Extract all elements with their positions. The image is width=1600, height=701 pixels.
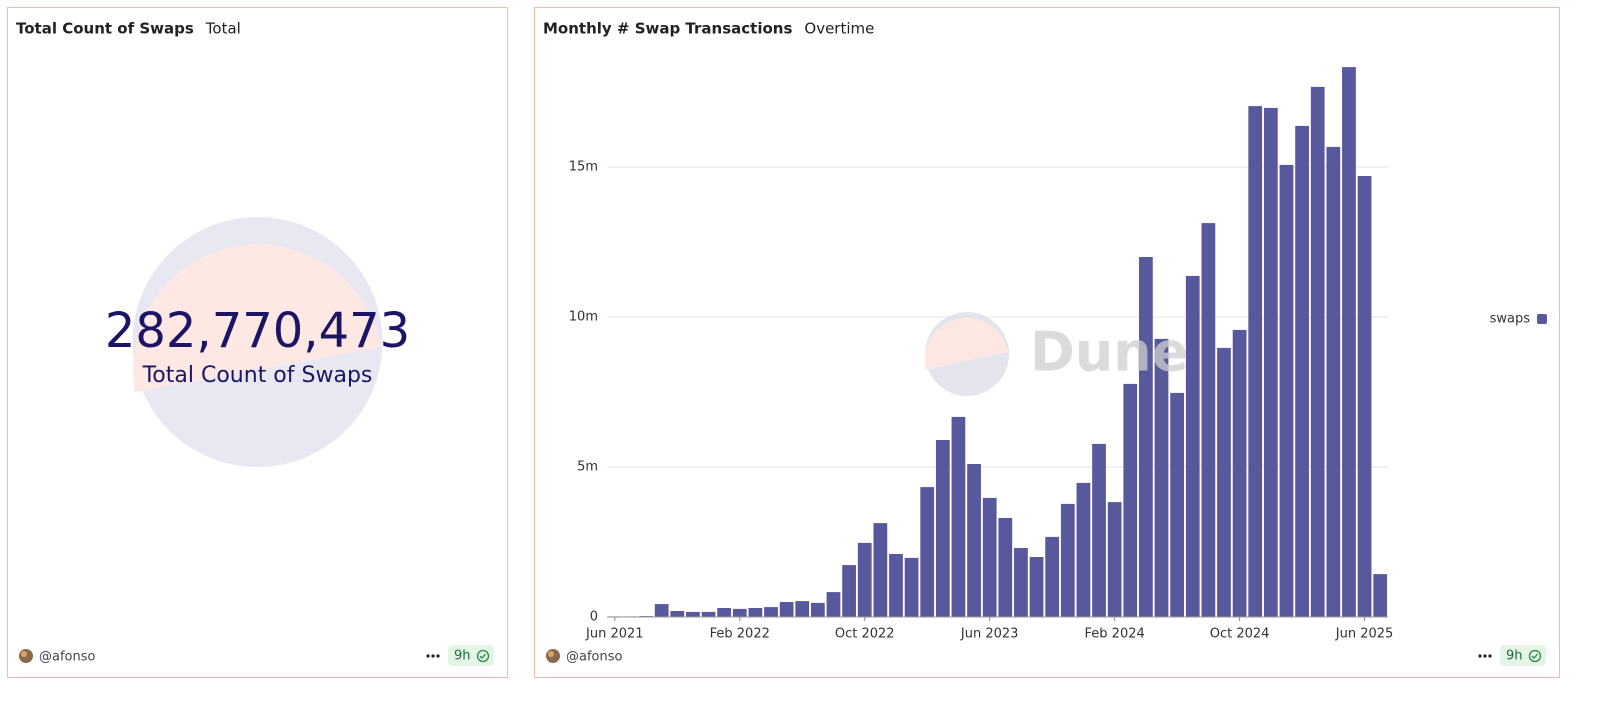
bar: [1279, 164, 1294, 617]
bar: [1310, 86, 1325, 617]
x-tick-label: Jun 2021: [585, 627, 644, 642]
bar: [1029, 557, 1044, 617]
author: @afonso: [566, 650, 623, 665]
watermark: Dune: [924, 312, 1188, 396]
bar: [873, 523, 888, 617]
check-icon: [1531, 653, 1538, 659]
bar: [1248, 106, 1263, 617]
age: 9h: [454, 649, 471, 664]
x-tick-label: Oct 2022: [835, 627, 895, 642]
bar: [810, 602, 825, 617]
bar: [1357, 176, 1372, 617]
panel-title: Monthly # Swap Transactions: [543, 20, 792, 38]
check-icon: [479, 653, 486, 659]
bar: [1217, 347, 1231, 617]
bar: [842, 565, 856, 617]
bar: [1295, 125, 1309, 618]
bar: [982, 497, 997, 617]
bar: [826, 592, 841, 617]
x-tick-label: Oct 2024: [1210, 627, 1270, 642]
counter-value: 282,770,473: [105, 303, 410, 359]
bar: [701, 611, 716, 617]
panel-subtitle: Total: [205, 20, 241, 38]
bar: [1045, 536, 1060, 617]
legend-swatch[interactable]: [1537, 314, 1547, 324]
bar: [1123, 383, 1138, 617]
check-icon: [1528, 649, 1542, 663]
bar: [1060, 503, 1075, 617]
age: 9h: [1506, 649, 1523, 664]
more-menu[interactable]: [1483, 654, 1487, 658]
avatar: [21, 651, 27, 657]
avatar: [548, 651, 554, 657]
bar: [1185, 275, 1200, 617]
bar: [1232, 329, 1247, 617]
bar: [686, 611, 700, 617]
more-menu[interactable]: [431, 654, 435, 658]
bar: [717, 608, 732, 617]
more-menu[interactable]: [426, 654, 430, 658]
bar: [1201, 223, 1216, 617]
panel-title: Total Count of Swaps: [16, 20, 194, 38]
bar: [764, 607, 778, 617]
bar: [951, 416, 966, 617]
more-menu[interactable]: [1488, 654, 1492, 658]
bar: [920, 487, 935, 617]
bar: [1170, 392, 1185, 617]
bar: [748, 608, 763, 617]
author: @afonso: [39, 650, 96, 665]
x-tick-label: Jun 2023: [960, 627, 1019, 642]
bar: [1326, 146, 1341, 617]
bar: [732, 608, 747, 617]
watermark-text: Dune: [1030, 321, 1188, 384]
x-tick-label: Jun 2025: [1335, 627, 1394, 642]
check-icon: [476, 649, 490, 663]
bar: [1107, 502, 1122, 617]
bar: [1373, 574, 1388, 617]
bar: [1092, 443, 1106, 617]
x-tick-label: Feb 2024: [1085, 627, 1145, 642]
bar: [1076, 482, 1091, 617]
bar: [654, 604, 669, 617]
y-tick-label: 5m: [577, 460, 598, 475]
bar: [1154, 338, 1169, 617]
bar: [1014, 548, 1028, 617]
bar: [998, 518, 1013, 617]
more-menu[interactable]: [436, 654, 440, 658]
bar: [1342, 67, 1356, 618]
counter-label: Total Count of Swaps: [142, 363, 373, 388]
bar: [670, 611, 685, 617]
bar: [795, 601, 810, 617]
bar: [857, 542, 872, 617]
bar: [935, 440, 950, 617]
more-menu[interactable]: [1478, 654, 1482, 658]
y-tick-label: 10m: [569, 310, 598, 325]
bar: [779, 602, 794, 617]
bar: [967, 464, 981, 617]
panel-subtitle: Overtime: [804, 20, 874, 38]
bar: [1139, 257, 1153, 617]
x-tick-label: Feb 2022: [710, 627, 770, 642]
bar: [904, 557, 919, 617]
logo-front: [132, 244, 382, 392]
bar: [1263, 107, 1278, 618]
y-tick-label: 0: [590, 610, 598, 625]
legend-label[interactable]: swaps: [1490, 312, 1531, 327]
watermark-logo: [924, 317, 1008, 370]
y-tick-label: 15m: [569, 160, 598, 175]
bar: [889, 554, 903, 617]
